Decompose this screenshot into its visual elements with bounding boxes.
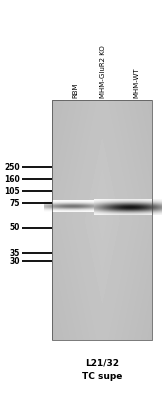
Text: TC supe: TC supe	[82, 372, 122, 381]
Text: MHM-WT: MHM-WT	[133, 67, 139, 98]
Text: 105: 105	[4, 187, 20, 195]
Text: 160: 160	[4, 174, 20, 183]
Text: L21/32: L21/32	[85, 358, 119, 367]
Bar	[52, 100, 152, 340]
Text: 75: 75	[10, 199, 20, 207]
Text: 30: 30	[10, 256, 20, 265]
Text: 250: 250	[4, 162, 20, 172]
Text: RBM: RBM	[72, 82, 78, 98]
Text: MHM-GluR2 KO: MHM-GluR2 KO	[100, 45, 106, 98]
Text: 35: 35	[10, 248, 20, 258]
Text: 50: 50	[10, 224, 20, 232]
